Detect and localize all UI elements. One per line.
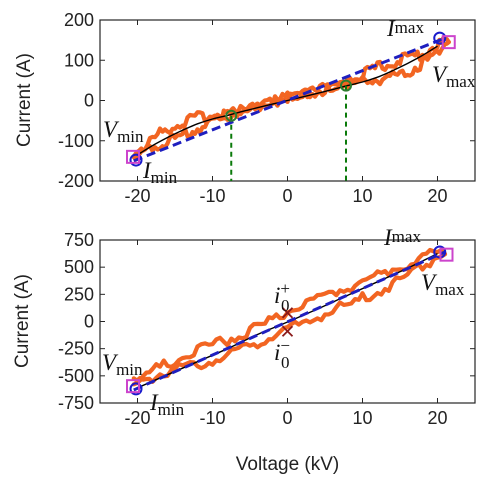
x-tick-label: 10 [352, 408, 372, 428]
y-axis-label: Current (A) [12, 274, 33, 368]
y-tick-label: 250 [64, 284, 94, 304]
imax-label: Imax [386, 16, 424, 41]
imin-label: Imin [149, 390, 185, 419]
i0-minus-label: i− 0 [274, 336, 290, 372]
x-tick-label: 10 [352, 186, 372, 206]
x-axis-label: Voltage (kV) [236, 454, 340, 475]
vmax-vmin-square-marker [441, 35, 456, 50]
i0-plus-label-sup: + [280, 279, 290, 298]
imin-label-base: I [142, 158, 152, 183]
imin-label-sub: min [158, 400, 185, 419]
imax-imin-circle-marker [433, 31, 447, 45]
imax-label: Imax [383, 225, 421, 250]
vmax-label-sub: max [435, 280, 465, 299]
cross-stroke [281, 325, 294, 337]
measured-loop-upper [131, 36, 451, 162]
x-tick-label: -20 [124, 186, 150, 206]
imax-label-base: I [383, 225, 393, 250]
cross-stroke [281, 307, 294, 319]
vmax-vmin-square-marker [439, 247, 454, 262]
i0-minus-label-sup: − [280, 336, 290, 355]
vmax-label: Vmax [432, 62, 476, 91]
y-tick-label: 0 [84, 91, 94, 111]
imax-imin-circle-marker [129, 382, 143, 396]
i0-plus-label-sub: 0 [281, 296, 290, 315]
vmax-vmin-square-marker [126, 379, 140, 394]
threshold-point [340, 79, 352, 92]
y-tick-label: -500 [58, 366, 94, 386]
x-tick-label: -10 [199, 408, 225, 428]
imax-label-sub: max [395, 18, 425, 37]
vmin-label-sub: min [117, 127, 144, 146]
y-tick-label: 100 [64, 50, 94, 70]
y-tick-label: 0 [84, 312, 94, 332]
imin-label-sub: min [151, 168, 178, 187]
vmax-label-base: V [432, 62, 449, 87]
vmax-label: Vmax [421, 270, 465, 299]
x-tick-label: -20 [124, 408, 150, 428]
vmin-label: Vmin [102, 350, 143, 379]
i0-minus-label-sub: 0 [281, 353, 290, 372]
panel-bottom: -20 -10 0 10 20 -750 -500 -250 0 250 500 750 Current… [12, 225, 476, 475]
y-tick-label: -200 [58, 171, 94, 191]
measured-loop-lower [131, 252, 448, 384]
vmax-label-base: V [421, 270, 438, 295]
imax-imin-circle-marker [129, 153, 143, 167]
y-axis-label: Current (A) [14, 53, 35, 147]
vmin-label: Vmin [103, 117, 144, 146]
fit-curve-line [137, 45, 438, 156]
x-tick-label: 0 [282, 186, 292, 206]
x-tick-label: -10 [199, 186, 225, 206]
vmax-label-sub: max [446, 72, 476, 91]
imax-label-base: I [386, 16, 396, 41]
imin-label: Imin [142, 158, 178, 187]
x-tick-label: 0 [282, 408, 292, 428]
i0-cross-marker [281, 325, 294, 337]
i0-cross-marker [281, 307, 294, 319]
y-tick-label: 750 [64, 230, 94, 250]
y-tick-label: 200 [64, 10, 94, 30]
i0-minus-label-base: i [274, 340, 280, 365]
vmin-label-base: V [102, 350, 119, 375]
i0-plus-label-base: i [274, 283, 280, 308]
vmin-label-base: V [103, 117, 120, 142]
vmin-label-sub: min [116, 360, 143, 379]
x-tick-label: 20 [427, 408, 447, 428]
y-tick-label: -250 [58, 339, 94, 359]
y-tick-label: 500 [64, 257, 94, 277]
vmax-vmin-square-marker [126, 149, 140, 164]
y-tick-label: -750 [58, 393, 94, 413]
x-tick-label: 20 [427, 186, 447, 206]
i0-plus-label: i+ 0 [274, 279, 290, 315]
y-tick-label: -100 [58, 131, 94, 151]
imin-label-base: I [149, 390, 159, 415]
threshold-point [225, 109, 238, 122]
imax-label-sub: max [392, 227, 422, 246]
linear-fit-line [133, 250, 446, 392]
